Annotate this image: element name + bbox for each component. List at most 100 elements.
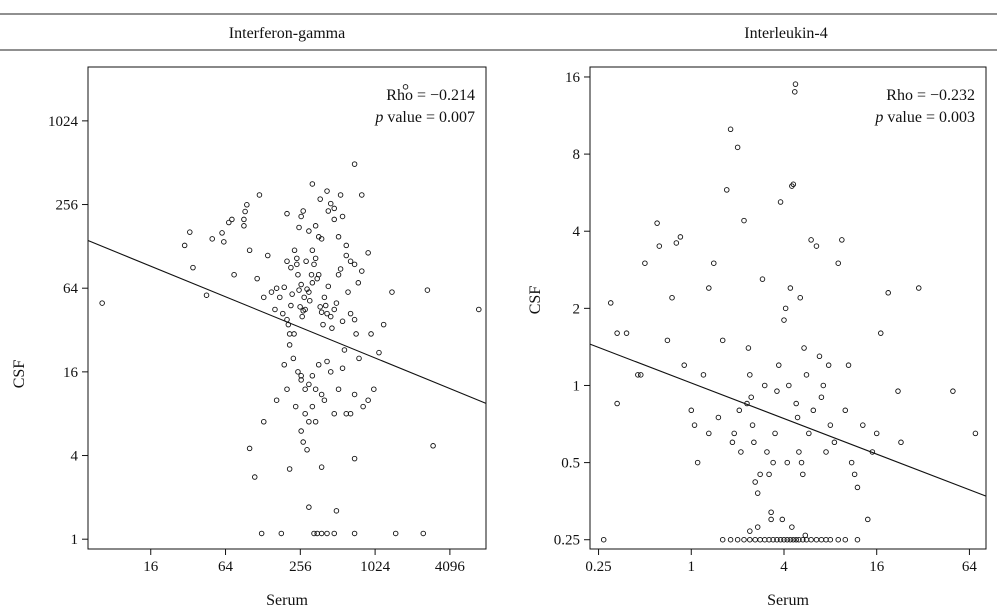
data-point [324, 310, 330, 317]
data-point [681, 362, 687, 368]
data-point [623, 330, 630, 336]
pvalue-rest: value = 0.003 [883, 109, 975, 126]
data-point [761, 382, 768, 389]
data-point [309, 247, 316, 254]
data-point [341, 347, 348, 353]
data-point [823, 449, 829, 455]
data-point [719, 536, 726, 543]
x-axis-label: Serum [266, 592, 308, 609]
data-point [347, 258, 354, 265]
data-point [392, 530, 399, 537]
data-point [845, 362, 852, 368]
data-point [312, 223, 319, 229]
data-point [345, 289, 351, 295]
data-point [318, 391, 325, 398]
x-tick-label: 64 [218, 559, 234, 575]
data-point [792, 89, 798, 95]
data-point [324, 530, 330, 537]
data-point [724, 187, 730, 193]
annotation-pvalue: p value = 0.003 [874, 109, 975, 126]
data-point [356, 355, 362, 362]
data-point [347, 310, 354, 317]
data-point [747, 536, 753, 543]
data-point [311, 530, 317, 537]
data-point [779, 516, 786, 523]
x-tick-label: 256 [289, 559, 312, 575]
data-point [376, 349, 382, 356]
data-point [314, 530, 320, 537]
data-point [273, 285, 280, 291]
data-point [748, 394, 754, 400]
data-point [219, 230, 225, 236]
data-point [347, 410, 354, 417]
y-tick-label: 4 [71, 449, 79, 465]
data-point [738, 449, 744, 455]
data-point [331, 205, 337, 212]
data-point [284, 210, 290, 217]
data-point [306, 228, 312, 234]
x-tick-label: 1024 [360, 559, 391, 575]
data-point [827, 422, 834, 428]
data-point [298, 428, 304, 434]
data-point [203, 292, 210, 298]
data-point [402, 84, 409, 90]
y-tick-label: 16 [63, 365, 79, 381]
data-point [272, 306, 278, 313]
data-point [635, 372, 641, 378]
data-point [331, 410, 337, 417]
plot-frame [87, 66, 487, 550]
x-tick-label: 1 [688, 559, 696, 575]
data-point [638, 372, 644, 378]
data-point [351, 261, 358, 268]
data-point [770, 459, 776, 466]
data-point [308, 271, 315, 278]
data-point [798, 459, 805, 466]
data-point [281, 362, 287, 368]
data-point [339, 365, 346, 371]
data-point [664, 337, 671, 344]
data-point [751, 439, 757, 446]
data-point [292, 403, 299, 410]
data-point [327, 313, 334, 320]
data-point [808, 237, 814, 243]
y-tick-label: 0.5 [561, 456, 580, 472]
data-point [825, 362, 832, 368]
data-point [333, 508, 340, 514]
data-point [301, 294, 307, 301]
data-point [317, 196, 323, 202]
data-point [793, 536, 799, 543]
data-point [280, 310, 286, 317]
data-point [776, 362, 782, 368]
data-point [226, 219, 232, 226]
y-tick-label: 1 [71, 532, 79, 548]
data-point [321, 397, 328, 403]
data-point [251, 474, 258, 480]
data-point [777, 199, 784, 205]
data-point [302, 306, 308, 313]
data-point [231, 271, 237, 278]
data-point [335, 271, 342, 278]
pvalue-p: p [374, 109, 383, 126]
data-point [284, 386, 290, 392]
data-point [790, 181, 797, 188]
y-tick-label: 0.25 [554, 533, 580, 549]
data-point [278, 530, 285, 537]
data-point [221, 239, 227, 245]
data-point [286, 331, 293, 337]
annotation-rho: Rho = −0.214 [386, 87, 475, 104]
data-point [353, 331, 359, 337]
data-point [784, 536, 791, 543]
data-point [800, 536, 806, 543]
y-tick-label: 4 [573, 224, 581, 240]
data-point [873, 430, 880, 437]
data-point [331, 306, 337, 313]
data-point [329, 325, 335, 331]
annotation-rho: Rho = −0.232 [886, 87, 975, 104]
data-point [181, 242, 188, 249]
data-point [297, 304, 303, 310]
data-point [759, 276, 766, 282]
data-point [842, 536, 849, 543]
x-tick-label: 4096 [435, 559, 466, 575]
data-point [752, 536, 758, 543]
data-point [854, 484, 861, 491]
